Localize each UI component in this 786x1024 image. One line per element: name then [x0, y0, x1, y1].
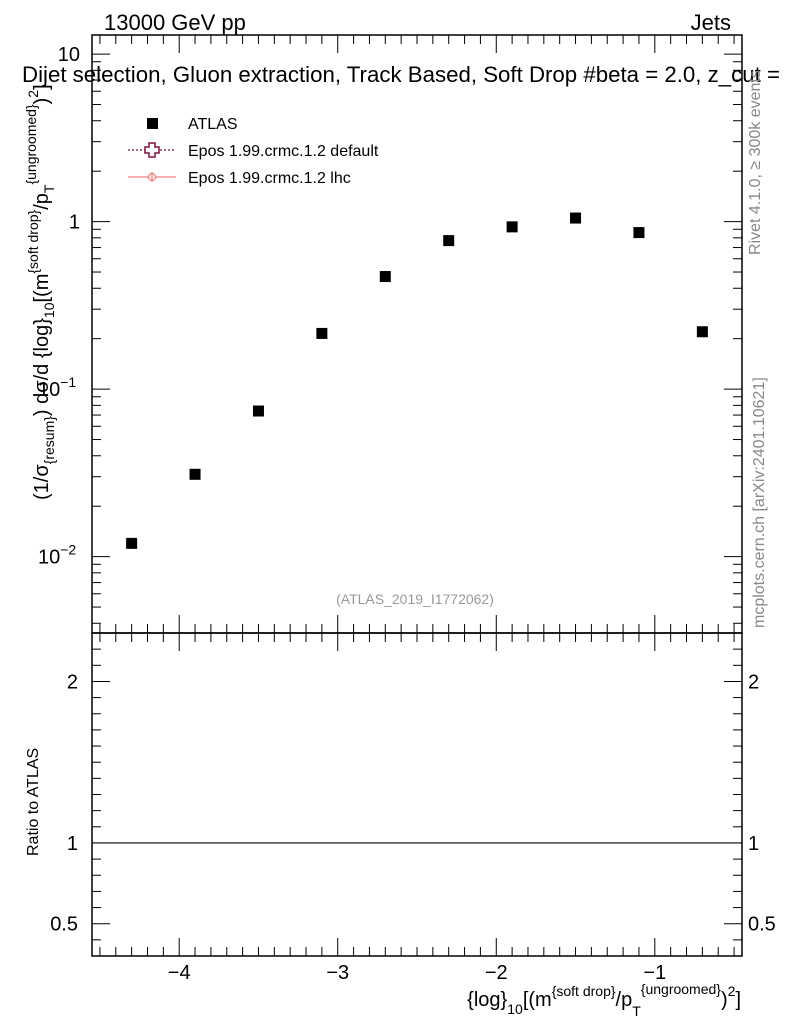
legend-atlas-label: ATLAS: [188, 116, 238, 133]
ratio-y-tick-label-right: 2: [748, 671, 759, 693]
ratio-y-tick-label-right: 0.5: [748, 914, 776, 936]
atlas-data-point: [379, 271, 391, 283]
atlas-data-point: [506, 221, 518, 233]
legend-epos-default-marker: [144, 142, 160, 158]
atlas-data-point: [126, 537, 138, 549]
ratio-y-axis-label: Ratio to ATLAS: [25, 748, 42, 856]
x-tick-labels: −4 −3 −2 −1: [168, 962, 666, 984]
rivet-label: Rivet 4.1.0, ≥ 300k events: [747, 70, 764, 255]
chart-title: Dijet selection, Gluon extraction, Track…: [22, 62, 780, 87]
ratio-y-ticks: [92, 632, 742, 957]
legend-atlas-marker: [147, 118, 158, 129]
x-tick-label: −2: [485, 962, 508, 984]
atlas-data-point: [696, 326, 708, 338]
x-tick-label: −3: [326, 962, 349, 984]
atlas-data-point: [252, 405, 264, 417]
atlas-data-points: [126, 212, 708, 549]
main-y-tick-label: 10−1: [38, 374, 76, 401]
header-jets-label: Jets: [691, 10, 731, 35]
ratio-x-ticks: [99, 633, 735, 956]
ratio-y-tick-label-left: 2: [67, 671, 78, 693]
mcplots-label: mcplots.cern.ch [arXiv:2401.10621]: [751, 377, 768, 628]
atlas-data-point: [443, 235, 455, 247]
ratio-y-tick-label-left: 0.5: [50, 914, 78, 936]
x-tick-label: −1: [643, 962, 666, 984]
main-x-ticks: [99, 35, 735, 633]
legend-epos-lhc-label: Epos 1.99.crmc.1.2 lhc: [188, 170, 351, 187]
atlas-data-point: [189, 468, 201, 480]
main-y-tick-labels: 10 1 10−1 10−2: [38, 44, 80, 569]
legend-epos-default-label: Epos 1.99.crmc.1.2 default: [188, 143, 379, 160]
header-energy-label: 13000 GeV pp: [104, 10, 246, 35]
main-y-axis-label: (1/σ{resum}) dσ/d {log}10[(m{soft drop}/…: [23, 84, 57, 500]
atlas-data-point: [633, 227, 645, 239]
ratio-y-tick-label-right: 1: [748, 833, 759, 855]
main-y-tick-label: 1: [69, 212, 80, 234]
atlas-data-point: [570, 212, 582, 224]
x-axis-label: {log}10[(m{soft drop}/pT{ungroomed})2]: [467, 981, 741, 1019]
main-y-ticks: [92, 53, 742, 624]
ratio-y-tick-labels: 0.5 0.5 1 1 2 2: [50, 671, 776, 935]
x-tick-label: −4: [168, 962, 191, 984]
ratio-plot-frame: [91, 632, 743, 957]
main-y-tick-label: 10: [58, 44, 80, 66]
legend: ATLAS Epos 1.99.crmc.1.2 default Epos 1.…: [128, 116, 379, 187]
ratio-y-tick-label-left: 1: [67, 833, 78, 855]
atlas-data-point: [316, 327, 328, 339]
analysis-watermark: (ATLAS_2019_I1772062): [336, 591, 494, 607]
main-y-tick-label: 10−2: [38, 542, 76, 569]
